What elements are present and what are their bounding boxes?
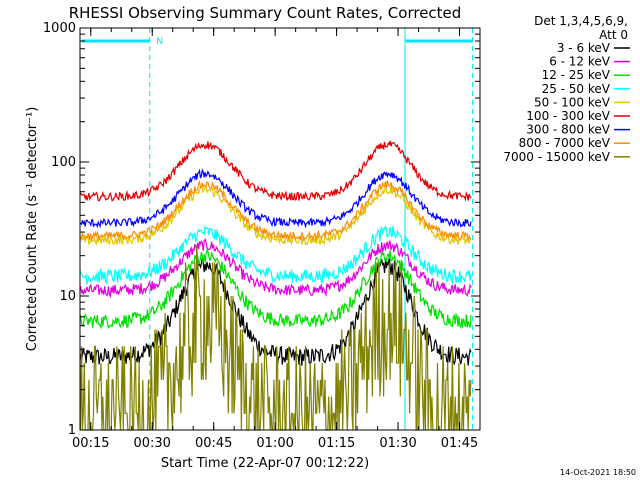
plot-frame: [79, 27, 481, 431]
legend-entry-label: 7000 - 15000 keV: [503, 150, 610, 164]
x-axis-label: Start Time (22-Apr-07 00:12:22): [161, 456, 369, 471]
series-line: [79, 257, 472, 366]
x-tick-label: 00:30: [133, 436, 170, 451]
y-axis-label: Corrected Count Rate (s⁻¹ detector⁻¹): [25, 107, 40, 352]
series-line: [80, 179, 471, 242]
series-line: [79, 140, 472, 202]
legend-entry-label: 3 - 6 keV: [557, 41, 611, 55]
night-label: N: [156, 37, 163, 47]
legend-entry-label: 300 - 800 keV: [526, 123, 610, 137]
x-tick-label: 00:45: [195, 436, 232, 451]
series-line: [80, 168, 472, 229]
x-tick-label: 01:15: [318, 436, 355, 451]
chart-title: RHESSI Observing Summary Count Rates, Co…: [69, 4, 462, 22]
legend-header-detectors: Det 1,3,4,5,6,9,: [534, 14, 628, 28]
legend-entry-label: 25 - 50 keV: [542, 82, 611, 96]
series-line: [79, 237, 472, 299]
x-tick-label: 00:15: [72, 436, 109, 451]
y-tick-label: 100: [51, 155, 76, 170]
x-tick-label: 01:30: [379, 436, 416, 451]
legend-entry-label: 50 - 100 keV: [534, 95, 611, 109]
y-tick-label: 1000: [43, 21, 76, 36]
x-tick-label: 01:45: [441, 436, 478, 451]
series-line: [79, 224, 472, 286]
axes: 00:15 00:30 00:45 01:00 01:15 01:30 01:45 1 10 10…: [43, 21, 481, 451]
legend-header-attenuator: Att 0: [599, 28, 628, 42]
timestamp: 14-Oct-2021 18:50: [560, 468, 636, 477]
y-tick-label: 10: [59, 289, 76, 304]
series-line: [79, 248, 472, 330]
legend-entry-label: 800 - 7000 keV: [519, 136, 611, 150]
legend-entry-label: 6 - 12 keV: [549, 55, 611, 69]
y-tick-label: 1: [68, 423, 76, 438]
legend-entry-label: 12 - 25 keV: [542, 68, 611, 82]
x-tick-label: 01:00: [256, 436, 293, 451]
legend-entry-label: 100 - 300 keV: [526, 109, 610, 123]
